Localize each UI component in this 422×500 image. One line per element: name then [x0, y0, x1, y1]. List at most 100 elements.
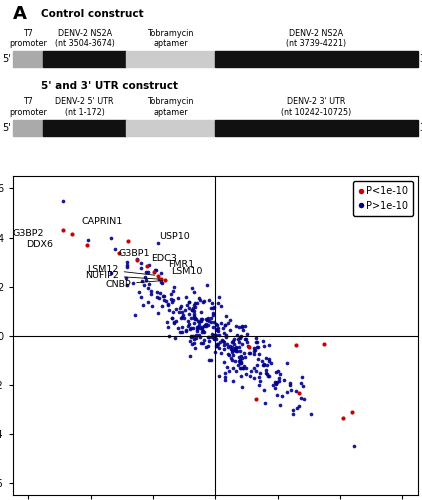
Point — [141, 280, 147, 288]
Point — [243, 338, 250, 346]
Point — [209, 330, 216, 338]
Point — [228, 356, 235, 364]
Point — [165, 300, 171, 308]
Point — [213, 332, 220, 340]
Point — [231, 346, 238, 354]
Point — [124, 263, 131, 271]
Point — [138, 264, 144, 272]
Point — [159, 279, 165, 287]
Point — [231, 346, 238, 354]
Point — [196, 296, 203, 304]
Point — [147, 287, 154, 295]
Point — [212, 320, 219, 328]
Point — [108, 270, 114, 278]
Point — [199, 328, 206, 336]
Point — [143, 268, 149, 276]
Point — [225, 343, 232, 351]
Point — [213, 342, 219, 349]
Point — [292, 387, 299, 395]
Point — [138, 293, 144, 301]
Text: LSM10: LSM10 — [172, 268, 203, 276]
Point — [143, 262, 150, 270]
Point — [170, 282, 177, 290]
Point — [186, 304, 192, 312]
Point — [250, 350, 257, 358]
Point — [246, 342, 253, 350]
Text: CAPRIN1: CAPRIN1 — [81, 217, 122, 226]
Point — [223, 332, 230, 340]
Point — [221, 321, 228, 329]
Point — [219, 336, 225, 344]
Point — [238, 340, 245, 348]
Point — [124, 237, 131, 245]
Point — [149, 302, 155, 310]
Bar — [13, 51, 43, 66]
Point — [206, 332, 212, 340]
Point — [177, 304, 184, 312]
Point — [253, 367, 260, 375]
Point — [191, 344, 198, 351]
Point — [197, 318, 204, 326]
Point — [256, 368, 263, 376]
Point — [193, 331, 200, 339]
Bar — [126, 51, 215, 66]
Point — [196, 318, 203, 326]
Point — [232, 357, 238, 365]
Point — [151, 268, 158, 276]
Point — [227, 346, 234, 354]
Point — [216, 331, 223, 339]
Point — [265, 372, 272, 380]
Point — [144, 284, 151, 292]
Point — [222, 373, 229, 381]
Point — [124, 258, 130, 266]
Point — [157, 269, 164, 277]
Point — [173, 317, 179, 325]
Point — [273, 368, 280, 376]
Point — [234, 348, 241, 356]
Point — [265, 372, 271, 380]
Point — [214, 340, 221, 348]
Point — [261, 360, 268, 368]
Point — [166, 306, 173, 314]
Point — [216, 372, 222, 380]
Point — [276, 378, 282, 386]
Point — [215, 324, 222, 332]
Bar — [126, 120, 215, 136]
Point — [229, 348, 235, 356]
Point — [200, 336, 207, 344]
Point — [60, 196, 67, 204]
Point — [227, 316, 233, 324]
Point — [169, 314, 176, 322]
Point — [200, 328, 207, 336]
Text: DENV-2 NS2A
(nt 3739-4221): DENV-2 NS2A (nt 3739-4221) — [287, 28, 346, 48]
Point — [196, 294, 203, 302]
Point — [179, 312, 186, 320]
Point — [226, 326, 233, 334]
Point — [165, 332, 172, 340]
Point — [241, 354, 248, 362]
Point — [199, 324, 206, 332]
Point — [237, 364, 244, 372]
Point — [190, 301, 197, 309]
Point — [195, 332, 202, 340]
Point — [264, 370, 271, 378]
Point — [256, 350, 262, 358]
Point — [229, 338, 235, 346]
Point — [168, 298, 175, 306]
Point — [210, 310, 216, 318]
Point — [211, 348, 218, 356]
Point — [189, 306, 195, 314]
Point — [251, 364, 257, 372]
Point — [262, 366, 269, 374]
Point — [274, 378, 281, 386]
Point — [274, 391, 281, 399]
Point — [186, 298, 192, 306]
Point — [260, 386, 267, 394]
Text: EDC3: EDC3 — [151, 254, 177, 263]
Point — [230, 377, 237, 385]
Point — [263, 361, 270, 369]
Point — [208, 332, 215, 340]
Point — [206, 296, 212, 304]
Point — [349, 408, 356, 416]
Point — [169, 287, 176, 295]
